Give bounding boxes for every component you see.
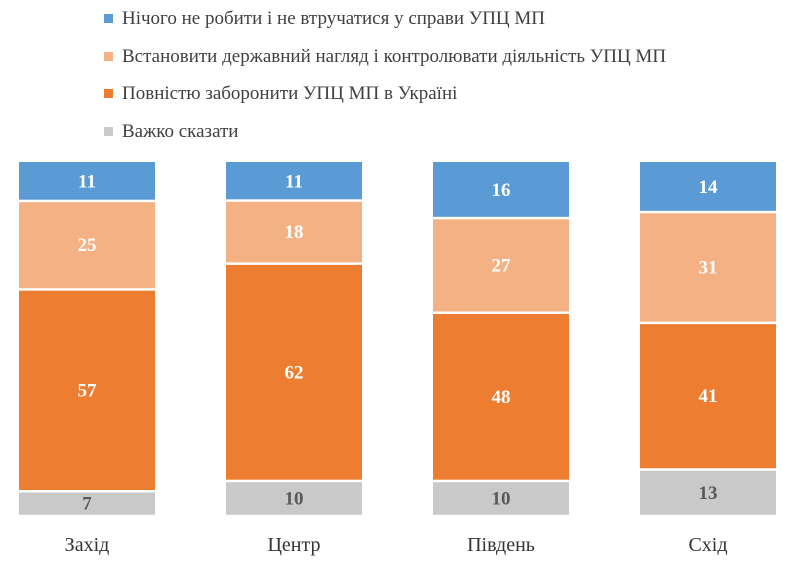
data-label: 25 bbox=[78, 235, 97, 256]
bar-segment bbox=[640, 213, 776, 322]
legend-item: Встановити державний нагляд і контролюва… bbox=[104, 42, 666, 80]
category-label: Захід bbox=[65, 534, 110, 556]
legend-swatch bbox=[104, 51, 113, 61]
category-label: Центр bbox=[267, 534, 320, 556]
data-label: 18 bbox=[285, 222, 304, 243]
legend-item: Нічого не робити і не втручатися у справ… bbox=[104, 4, 666, 42]
bar-segment bbox=[640, 162, 776, 211]
bar-segment bbox=[19, 492, 155, 515]
data-label: 10 bbox=[492, 488, 511, 509]
bar-segment bbox=[226, 201, 362, 263]
data-label: 57 bbox=[78, 380, 98, 401]
data-label: 11 bbox=[285, 171, 303, 192]
bar-segment bbox=[19, 202, 155, 289]
data-label: 11 bbox=[78, 171, 96, 192]
bar-segment bbox=[226, 162, 362, 200]
legend-swatch bbox=[104, 89, 113, 98]
data-label: 27 bbox=[492, 255, 512, 276]
data-label: 7 bbox=[82, 494, 92, 515]
bar-segment bbox=[19, 162, 155, 200]
legend-label: Важко сказати bbox=[122, 120, 239, 142]
legend-item: Повністю заборонити УПЦ МП в Україні bbox=[104, 79, 666, 117]
bar-segment bbox=[433, 162, 569, 217]
data-label: 13 bbox=[699, 483, 718, 504]
data-label: 31 bbox=[699, 257, 718, 278]
legend-label: Повністю заборонити УПЦ МП в Україні bbox=[122, 83, 458, 104]
legend-label: Нічого не робити і не втручатися у справ… bbox=[122, 8, 546, 29]
bar-segment bbox=[433, 219, 569, 312]
legend-item: Важко сказати bbox=[104, 117, 666, 155]
data-label: 14 bbox=[699, 177, 719, 198]
bar-segment bbox=[19, 290, 155, 490]
category-label: Південь bbox=[467, 534, 535, 556]
bar-segment bbox=[640, 324, 776, 469]
bar-segment bbox=[640, 470, 776, 515]
chart-legend: Нічого не робити і не втручатися у справ… bbox=[104, 4, 666, 154]
category-label: Схід bbox=[688, 534, 727, 556]
data-label: 62 bbox=[285, 362, 304, 383]
bar-segment bbox=[226, 264, 362, 480]
data-label: 48 bbox=[492, 387, 511, 408]
data-label: 16 bbox=[492, 180, 511, 201]
data-label: 41 bbox=[699, 386, 718, 407]
data-label: 10 bbox=[285, 488, 304, 509]
legend-swatch bbox=[104, 126, 113, 136]
bar-segment bbox=[226, 482, 362, 515]
bar-segment bbox=[433, 313, 569, 480]
bar-segment bbox=[433, 482, 569, 515]
legend-label: Встановити державний нагляд і контролюва… bbox=[122, 45, 667, 67]
legend-swatch bbox=[104, 14, 113, 23]
